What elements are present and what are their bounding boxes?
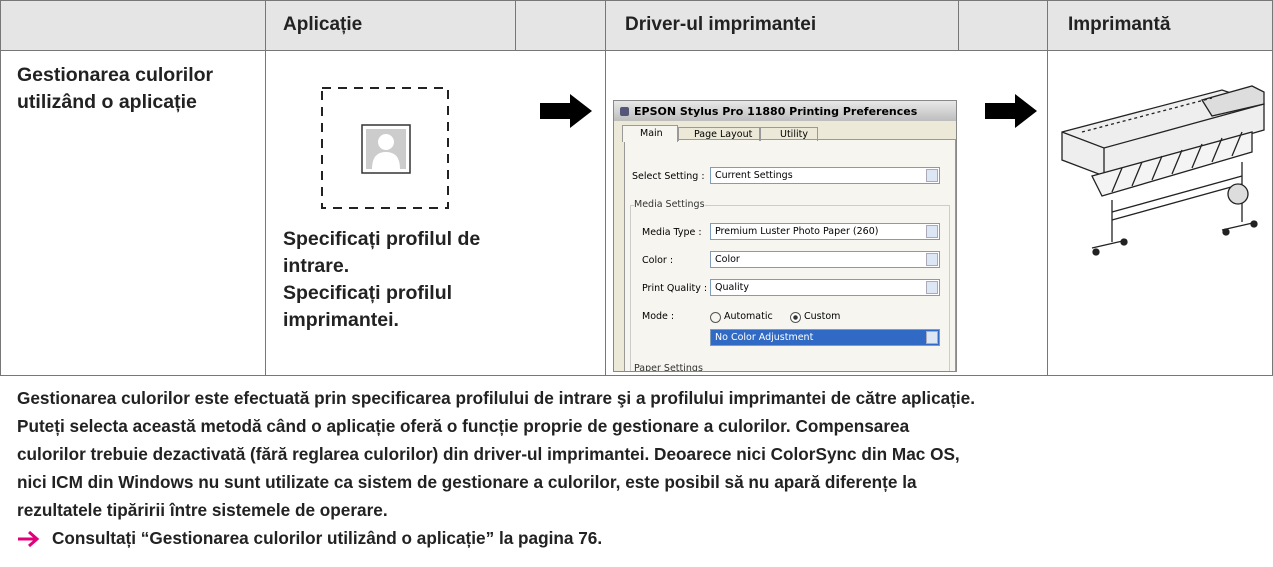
tab[interactable]: Main [640,128,663,139]
dropdown-button[interactable] [926,281,938,294]
app-instruction: Specificați profilul de intrare. [283,228,481,277]
tab[interactable]: Page Layout [694,129,753,140]
reference-arrow [18,530,40,548]
field-label: Mode : [642,311,675,322]
select-value: Color [715,254,740,265]
dialog-title: EPSON Stylus Pro 11880 Printing Preferen… [634,105,918,118]
tab[interactable]: Utility [780,129,808,140]
radio-option[interactable]: Automatic [724,311,773,322]
description-line: rezultatele tipăririi între sistemele de… [17,500,388,520]
arrow [985,94,1037,128]
select-value: No Color Adjustment [715,332,814,343]
select[interactable]: Quality [710,279,940,296]
field-label: Color : [642,255,674,266]
row-label: Gestionarea culorilor utilizând o aplica… [17,64,214,113]
reference: Consultați “Gestionarea culorilor utiliz… [52,528,603,548]
document-icon [321,87,449,209]
header-cell: Aplicație [283,14,363,35]
header-cell: Imprimantă [1068,14,1171,35]
arrow [540,94,592,128]
description-line: nici ICM din Windows nu sunt utilizate c… [17,472,917,492]
description-line: Puteți selecta această metodă când o apl… [17,416,910,436]
select[interactable]: No Color Adjustment [710,329,940,346]
select[interactable]: Current Settings [710,167,940,184]
description-line: culorilor trebuie dezactivată (fără regl… [17,444,960,464]
radio-option[interactable]: Custom [804,311,841,322]
select[interactable]: Premium Luster Photo Paper (260) [710,223,940,240]
group-label: Media Settings [634,199,705,210]
app-text: Specificați profilul de intrare. Specifi… [283,226,498,334]
dropdown-button[interactable] [926,253,938,266]
field-label: Print Quality : [642,283,708,294]
driver-dialog: EPSON Stylus Pro 11880 Printing Preferen… [613,100,957,372]
description-line: Gestionarea culorilor este efectuată pri… [17,388,976,408]
field-label: Media Type : [642,227,702,238]
group-label: Paper Settings [634,363,703,372]
header-cell: Driver-ul imprimantei [625,14,817,35]
field-label: Select Setting : [632,171,705,182]
select[interactable]: Color [710,251,940,268]
app-instruction: Specificați profilul imprimantei. [283,282,453,331]
dropdown-button[interactable] [926,225,938,238]
printer-image [1061,85,1265,256]
select-value: Current Settings [715,170,793,181]
select-value: Premium Luster Photo Paper (260) [715,226,879,237]
header-row [0,0,1273,50]
select-value: Quality [715,282,749,293]
